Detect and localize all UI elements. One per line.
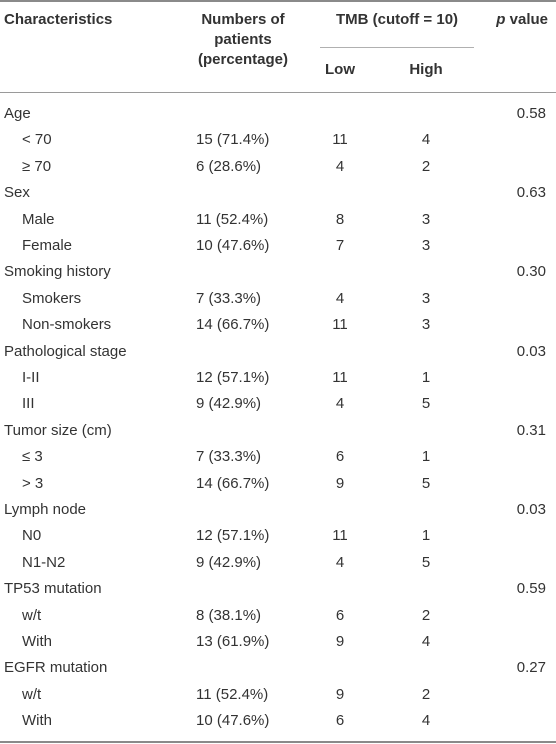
tmb-low-count: 6 [335,448,345,465]
patients-count: 9 (42.9%) [196,395,262,412]
header-characteristics: Characteristics [4,11,113,28]
header-p-value: p value [496,10,548,30]
p-value: 0.03 [516,501,546,518]
patients-count: 7 (33.3%) [196,290,262,307]
tmb-high-count: 3 [421,211,431,228]
p-value: 0.63 [516,184,546,201]
header-p-rest: value [505,11,548,28]
p-value: 0.30 [516,263,546,280]
header-tmb: TMB (cutoff = 10) [335,11,459,28]
subgroup-label: With [22,633,52,650]
subgroup-label: I-II [22,369,40,386]
patients-count: 11 (52.4%) [196,686,269,703]
patients-count: 8 (38.1%) [196,607,262,624]
tmb-high-count: 1 [421,369,431,386]
tmb-high-count: 2 [421,158,431,175]
patients-count: 13 (61.9%) [196,633,270,650]
header-numbers: Numbers of patients (percentage) [188,10,298,70]
tmb-low-count: 4 [335,290,345,307]
group-label: Age [4,105,31,122]
subgroup-label: Male [22,211,55,228]
p-value: 0.03 [516,343,546,360]
tmb-low-count: 11 [332,527,348,544]
subgroup-label: III [22,395,35,412]
group-label: Tumor size (cm) [4,422,112,439]
p-value: 0.59 [516,580,546,597]
patients-count: 14 (66.7%) [196,475,270,492]
header-high: High [409,61,443,78]
tmb-low-count: 7 [335,237,345,254]
subgroup-label: N0 [22,527,42,544]
subgroup-label: > 3 [22,475,44,492]
tmb-high-count: 3 [421,237,431,254]
tmb-high-count: 5 [421,395,431,412]
tmb-high-count: 5 [421,475,431,492]
group-label: TP53 mutation [4,580,102,597]
patients-count: 15 (71.4%) [196,131,270,148]
tmb-low-count: 11 [332,131,348,148]
patients-count: 12 (57.1%) [196,369,270,386]
tmb-high-count: 2 [421,607,431,624]
tmb-high-count: 1 [421,448,431,465]
tmb-span-rule [320,47,474,48]
tmb-low-count: 11 [332,316,348,333]
group-label: EGFR mutation [4,659,108,676]
tmb-high-count: 1 [421,527,431,544]
subgroup-label: Female [22,237,73,254]
table-bottom-rule [0,741,556,743]
subgroup-label: N1-N2 [22,554,66,571]
subgroup-label: < 70 [22,131,52,148]
tmb-high-count: 2 [421,686,431,703]
header-low: Low [325,61,355,78]
patients-count: 6 (28.6%) [196,158,262,175]
tmb-high-count: 5 [421,554,431,571]
tmb-low-count: 9 [335,475,345,492]
tmb-low-count: 9 [335,633,345,650]
p-value: 0.31 [516,422,546,439]
tmb-low-count: 4 [335,554,345,571]
tmb-high-count: 4 [421,633,431,650]
subgroup-label: w/t [22,686,42,703]
tmb-low-count: 4 [335,395,345,412]
patients-count: 9 (42.9%) [196,554,262,571]
tmb-low-count: 6 [335,607,345,624]
subgroup-label: With [22,712,52,729]
header-bottom-rule [0,92,556,93]
subgroup-label: Non-smokers [22,316,112,333]
patients-count: 10 (47.6%) [196,712,270,729]
tmb-low-count: 4 [335,158,345,175]
subgroup-label: ≤ 3 [22,448,43,465]
tmb-low-count: 9 [335,686,345,703]
patients-count: 12 (57.1%) [196,527,270,544]
tmb-low-count: 8 [335,211,345,228]
group-label: Smoking history [4,263,111,280]
p-value: 0.27 [516,659,546,676]
subgroup-label: w/t [22,607,42,624]
header-numbers-line1: Numbers of [201,11,285,28]
patients-count: 14 (66.7%) [196,316,270,333]
p-value: 0.58 [516,105,546,122]
patients-count: 7 (33.3%) [196,448,262,465]
subgroup-label: Smokers [22,290,82,307]
tmb-high-count: 4 [421,712,431,729]
group-label: Sex [4,184,30,201]
header-p-italic: p [496,11,506,28]
tmb-high-count: 4 [421,131,431,148]
patients-count: 11 (52.4%) [196,211,269,228]
tmb-high-count: 3 [421,316,431,333]
header-numbers-line3: (percentage) [197,51,289,68]
tmb-low-count: 6 [335,712,345,729]
tmb-high-count: 3 [421,290,431,307]
subgroup-label: ≥ 70 [22,158,52,175]
group-label: Lymph node [4,501,87,518]
table-top-rule [0,0,556,2]
tmb-low-count: 11 [332,369,348,386]
patients-count: 10 (47.6%) [196,237,270,254]
group-label: Pathological stage [4,343,127,360]
header-numbers-line2: patients [214,31,272,48]
